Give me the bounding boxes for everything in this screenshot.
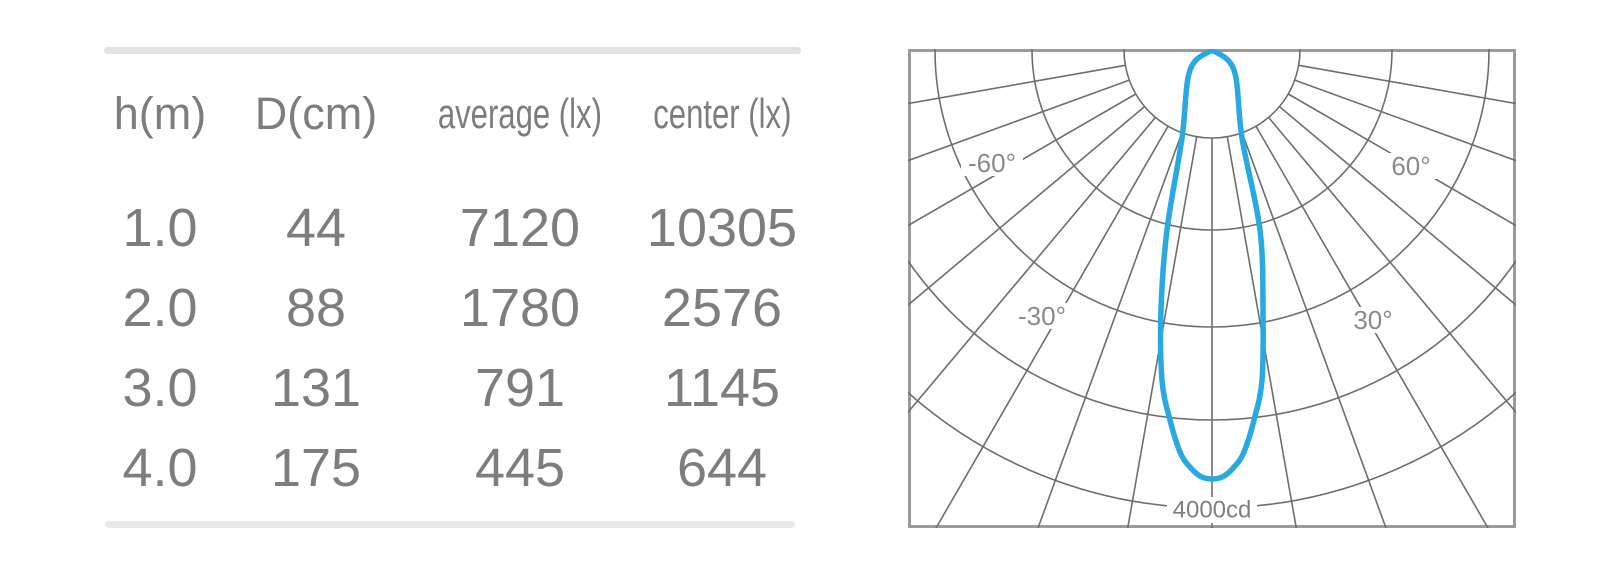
table-top-rule [104, 47, 801, 54]
table-cell: 175 [270, 438, 362, 498]
angle-ray [908, 116, 1157, 414]
column-header-label: D(cm) [254, 88, 378, 139]
angle-ray [1287, 93, 1516, 227]
table-cell: 644 [676, 438, 768, 498]
angle-ray [908, 105, 1146, 307]
angle-ray [1037, 132, 1183, 528]
table-cell: 3.0 [122, 358, 198, 418]
angle-label-gap [961, 150, 1023, 176]
column-header: D(cm) [220, 88, 412, 140]
table-cell: 1780 [459, 278, 581, 338]
angle-ray [1267, 116, 1516, 414]
table-cell: 2.0 [122, 278, 198, 338]
table-cell: 131 [270, 358, 362, 418]
beam-intensity-curve [1157, 49, 1266, 482]
table-cell: 44 [285, 198, 347, 258]
table-cell: 7120 [459, 198, 581, 258]
column-header-label: average (lx) [437, 90, 603, 137]
angle-label-gap [1342, 307, 1404, 333]
table-bottom-rule [105, 521, 795, 528]
table-cell: 10305 [646, 198, 798, 258]
table-cell: 445 [474, 438, 566, 498]
angle-ray [1278, 105, 1516, 307]
table-cell: 1145 [663, 358, 781, 418]
angle-ray [935, 125, 1169, 528]
table-header-row: h(m) D(cm) average (lx) center (lx) [100, 88, 816, 140]
column-header: h(m) [100, 88, 220, 140]
angle-label-gap [1380, 153, 1442, 179]
angle-ray [908, 93, 1137, 227]
column-header: average (lx) [412, 88, 628, 140]
angle-label-gap [1011, 303, 1073, 329]
table-cell: 2576 [661, 278, 783, 338]
angle-ray [1241, 132, 1387, 528]
column-header: center (lx) [628, 88, 816, 140]
angle-ray [1226, 136, 1298, 528]
angle-ray [908, 79, 1130, 162]
angle-ray [1126, 136, 1198, 528]
angle-label: 30° [1353, 305, 1392, 335]
column-header-label: h(m) [113, 88, 207, 139]
angle-label: -30° [1018, 301, 1066, 331]
angle-label: -60° [968, 148, 1016, 178]
angle-ray [1294, 79, 1516, 162]
candela-scale-label: 4000cd [1173, 497, 1252, 524]
angle-ray [908, 64, 1126, 105]
table-cell: 1.0 [122, 198, 198, 258]
table-cell: 4.0 [122, 438, 198, 498]
table-body: 1.0 44 7120 10305 2.0 88 1780 2576 3.0 131 791 1145… [100, 188, 816, 508]
angle-ray [1255, 125, 1489, 528]
column-header-label: center (lx) [652, 90, 792, 137]
scale-label-gap [1167, 497, 1257, 523]
angle-label: 60° [1391, 151, 1430, 181]
table-cell: 791 [474, 358, 566, 418]
polar-intensity-diagram: -60° 60° -30° 30° 4000cd [908, 49, 1516, 528]
angle-ray [1298, 64, 1516, 105]
table-cell: 88 [285, 278, 347, 338]
